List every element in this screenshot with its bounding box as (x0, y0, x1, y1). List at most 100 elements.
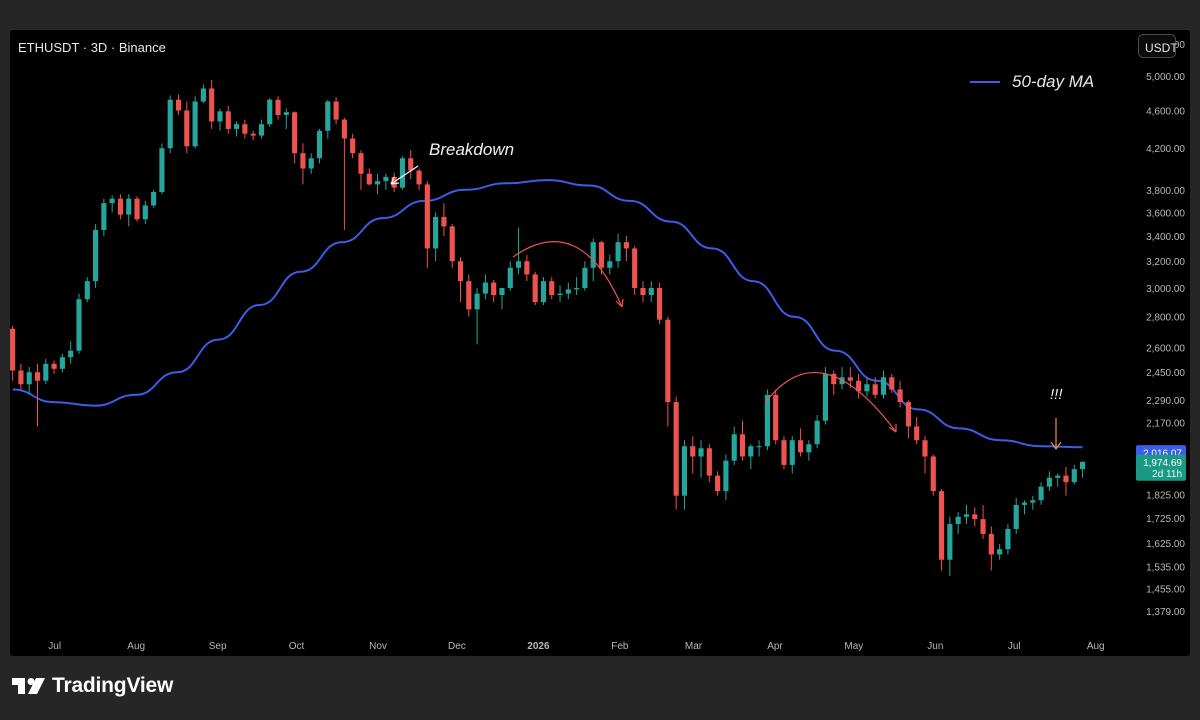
candle (267, 97, 273, 128)
candle (607, 254, 613, 275)
candle-body (325, 101, 331, 131)
candle-body (474, 293, 480, 310)
candle-body (723, 460, 729, 492)
candle (18, 363, 24, 390)
candle-body (690, 446, 696, 457)
candle (706, 444, 712, 483)
price-axis-label: 1,625.00 (1146, 539, 1185, 550)
candle (698, 440, 704, 478)
candle-body (856, 380, 862, 392)
chart-panel[interactable]: Breakdown!!! 5,400.005,000.004,600.004,2… (10, 30, 1190, 656)
candle (374, 173, 381, 195)
candle-body (217, 111, 223, 122)
candle (233, 121, 240, 137)
price-axis-label: 1,379.00 (1146, 607, 1185, 618)
ma-price-tag-text: 2,016.07 (1143, 449, 1182, 460)
candle-body (175, 99, 182, 111)
candle-body (117, 198, 124, 215)
candle-body (267, 99, 273, 125)
price-axis-label: 4,600.00 (1146, 106, 1185, 117)
price-axis-label: 2,170.00 (1146, 419, 1185, 430)
candle (648, 281, 654, 303)
candle-body (773, 394, 779, 441)
price-axis-label: 5,000.00 (1146, 72, 1185, 83)
candle-body (1063, 475, 1069, 483)
candle (1038, 482, 1044, 505)
candle (59, 353, 65, 373)
price-axis-label: 3,200.00 (1146, 257, 1185, 268)
time-axis-label: Jun (927, 641, 943, 652)
price-chart[interactable]: Breakdown!!! 5,400.005,000.004,600.004,2… (10, 30, 1190, 656)
time-axis-label: Oct (289, 641, 305, 652)
candle-body (864, 384, 870, 392)
candle (109, 195, 115, 213)
candle-body (449, 226, 455, 262)
candle (1071, 464, 1077, 485)
candle-body (582, 267, 588, 289)
candle (217, 108, 223, 131)
candle-body (872, 384, 878, 395)
candle-body (889, 377, 895, 390)
candle-body (466, 281, 472, 310)
candle (151, 189, 157, 208)
candle-body (184, 110, 190, 147)
candle-body (283, 112, 289, 115)
candle-body (847, 377, 853, 381)
candle-body (997, 549, 1003, 555)
candle (117, 194, 124, 220)
candle-body (1071, 469, 1077, 483)
candle (350, 133, 356, 159)
candle-body (814, 420, 820, 445)
candle (972, 507, 978, 527)
candle-body (34, 372, 41, 381)
candle (997, 544, 1003, 560)
candle (225, 105, 231, 134)
candle-body (341, 119, 347, 139)
currency-button[interactable]: USDT (1138, 34, 1178, 58)
candle-body (524, 261, 530, 275)
candle (1079, 461, 1086, 478)
candle (914, 416, 920, 445)
candle-body (383, 176, 389, 182)
candle-body (930, 456, 936, 492)
candle-body (665, 319, 671, 403)
candle-body (565, 289, 571, 294)
candle-body (797, 440, 804, 453)
candle-body (408, 158, 414, 171)
alert-arrow-head (1050, 441, 1062, 451)
candle-body (159, 148, 165, 193)
candle-body (831, 373, 837, 385)
candle-body (416, 170, 422, 185)
candle-body (300, 153, 306, 169)
candle-body (126, 198, 132, 215)
candle (101, 198, 107, 237)
candle (632, 245, 638, 296)
candle-body (1046, 477, 1052, 487)
tradingview-logo[interactable]: TradingView (12, 674, 173, 698)
time-axis-label: Dec (448, 641, 466, 652)
candle (84, 277, 90, 303)
candle (557, 285, 563, 303)
candle (681, 440, 688, 510)
price-axis-label: 3,400.00 (1146, 232, 1185, 243)
candle-body (499, 288, 505, 296)
candle (258, 119, 265, 139)
candle (756, 440, 762, 457)
candle-body (51, 363, 57, 369)
candle (159, 143, 165, 195)
candle (491, 279, 497, 303)
ma-legend-label: 50-day MA (1012, 72, 1095, 91)
candle (665, 316, 671, 427)
candle-body (350, 138, 356, 154)
price-axis-label: 2,450.00 (1146, 368, 1185, 379)
time-axis-label: Apr (767, 641, 783, 652)
candle (930, 454, 936, 496)
candle (316, 128, 323, 164)
price-axis-label: 1,455.00 (1146, 585, 1185, 596)
ma-legend-swatch (970, 81, 1000, 83)
breakdown-arrow (390, 165, 419, 185)
candle-body (233, 124, 240, 129)
time-axis-label: Aug (1087, 641, 1105, 652)
candle-body (59, 357, 65, 369)
candle-body (806, 444, 812, 453)
